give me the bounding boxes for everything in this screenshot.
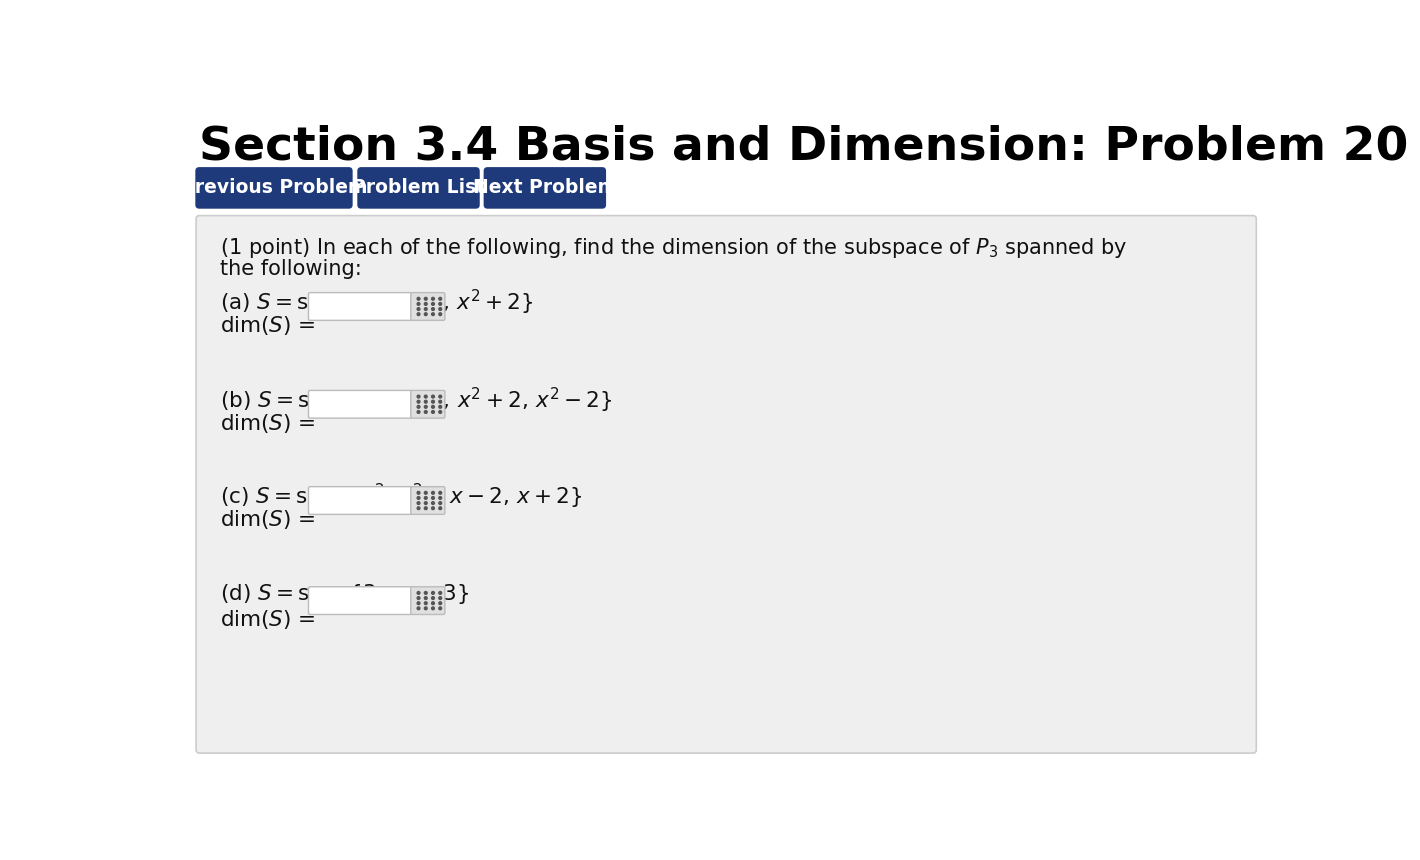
FancyBboxPatch shape	[308, 292, 412, 320]
Circle shape	[439, 298, 442, 300]
FancyBboxPatch shape	[308, 487, 412, 514]
Circle shape	[432, 308, 435, 310]
Circle shape	[425, 597, 427, 599]
Circle shape	[432, 496, 435, 500]
Circle shape	[439, 602, 442, 605]
Circle shape	[439, 410, 442, 414]
Circle shape	[439, 501, 442, 505]
Circle shape	[432, 313, 435, 316]
Circle shape	[432, 491, 435, 494]
Circle shape	[417, 491, 420, 494]
Circle shape	[439, 592, 442, 594]
Circle shape	[417, 607, 420, 610]
Circle shape	[432, 592, 435, 594]
FancyBboxPatch shape	[196, 167, 352, 209]
FancyBboxPatch shape	[308, 587, 412, 615]
Circle shape	[439, 405, 442, 408]
Text: Problem List: Problem List	[352, 178, 486, 198]
Circle shape	[425, 313, 427, 316]
Text: dim$(S)$ =: dim$(S)$ =	[220, 608, 315, 631]
Circle shape	[439, 400, 442, 403]
Circle shape	[432, 602, 435, 605]
Text: the following:: the following:	[220, 259, 362, 279]
Circle shape	[439, 396, 442, 398]
Circle shape	[432, 400, 435, 403]
Circle shape	[432, 597, 435, 599]
Circle shape	[425, 298, 427, 300]
Text: dim$(S)$ =: dim$(S)$ =	[220, 314, 315, 337]
Circle shape	[439, 507, 442, 510]
Circle shape	[425, 607, 427, 610]
Circle shape	[425, 303, 427, 305]
FancyBboxPatch shape	[410, 292, 444, 320]
Circle shape	[439, 496, 442, 500]
Circle shape	[425, 501, 427, 505]
Circle shape	[439, 597, 442, 599]
Circle shape	[425, 602, 427, 605]
Circle shape	[425, 400, 427, 403]
FancyBboxPatch shape	[308, 390, 412, 418]
Circle shape	[417, 400, 420, 403]
Circle shape	[432, 396, 435, 398]
Circle shape	[439, 491, 442, 494]
Circle shape	[425, 308, 427, 310]
Text: dim$(S)$ =: dim$(S)$ =	[220, 508, 315, 531]
Text: (a) $S = \mathrm{span}\{x,\, x - 2,\, x^2 + 2\}$: (a) $S = \mathrm{span}\{x,\, x - 2,\, x^…	[220, 288, 534, 317]
Circle shape	[425, 396, 427, 398]
Circle shape	[425, 491, 427, 494]
Circle shape	[425, 507, 427, 510]
Circle shape	[432, 410, 435, 414]
Text: (1 point) In each of the following, find the dimension of the subspace of $P_3$ : (1 point) In each of the following, find…	[220, 236, 1127, 260]
Circle shape	[417, 592, 420, 594]
FancyBboxPatch shape	[358, 167, 480, 209]
Text: Previous Problem: Previous Problem	[180, 178, 368, 198]
Circle shape	[432, 607, 435, 610]
Circle shape	[417, 507, 420, 510]
Text: (c) $S = \mathrm{span}\{x^2,\, x^2 - x - 2,\, x + 2\}$: (c) $S = \mathrm{span}\{x^2,\, x^2 - x -…	[220, 482, 582, 511]
FancyBboxPatch shape	[196, 216, 1257, 753]
Circle shape	[439, 308, 442, 310]
Circle shape	[425, 496, 427, 500]
Circle shape	[439, 607, 442, 610]
Circle shape	[425, 405, 427, 408]
Circle shape	[417, 501, 420, 505]
Circle shape	[432, 507, 435, 510]
Text: (d) $S = \mathrm{span}\{3x,\, x - 3\}$: (d) $S = \mathrm{span}\{3x,\, x - 3\}$	[220, 582, 470, 606]
Circle shape	[432, 298, 435, 300]
Circle shape	[417, 308, 420, 310]
Circle shape	[417, 298, 420, 300]
Circle shape	[432, 303, 435, 305]
Text: Section 3.4 Basis and Dimension: Problem 20: Section 3.4 Basis and Dimension: Problem…	[199, 125, 1409, 169]
Text: (b) $S = \mathrm{span}\{x,\, x - 2,\, x^2 + 2,\, x^2 - 2\}$: (b) $S = \mathrm{span}\{x,\, x - 2,\, x^…	[220, 386, 612, 415]
Circle shape	[417, 410, 420, 414]
Circle shape	[417, 396, 420, 398]
FancyBboxPatch shape	[410, 487, 444, 514]
Circle shape	[417, 602, 420, 605]
Text: Next Problem: Next Problem	[473, 178, 616, 198]
Circle shape	[425, 410, 427, 414]
Circle shape	[417, 303, 420, 305]
FancyBboxPatch shape	[410, 587, 444, 615]
FancyBboxPatch shape	[484, 167, 606, 209]
Circle shape	[439, 303, 442, 305]
Circle shape	[439, 313, 442, 316]
Circle shape	[417, 405, 420, 408]
Circle shape	[417, 496, 420, 500]
Circle shape	[432, 405, 435, 408]
FancyBboxPatch shape	[410, 390, 444, 418]
Circle shape	[417, 313, 420, 316]
Text: dim$(S)$ =: dim$(S)$ =	[220, 412, 315, 435]
Circle shape	[425, 592, 427, 594]
Circle shape	[432, 501, 435, 505]
Circle shape	[417, 597, 420, 599]
